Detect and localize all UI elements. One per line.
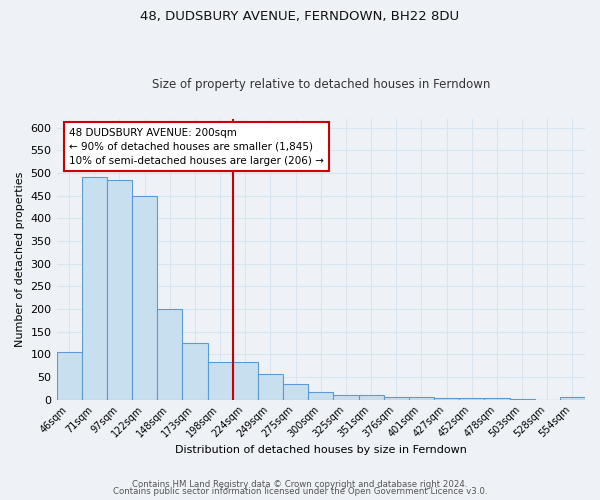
Bar [484,398,509,400]
Bar [459,398,484,400]
Bar [182,343,208,400]
Bar [409,398,434,400]
Bar [258,374,283,400]
X-axis label: Distribution of detached houses by size in Ferndown: Distribution of detached houses by size … [175,445,467,455]
Bar [56,352,82,400]
Bar [82,178,107,400]
Text: Contains HM Land Registry data © Crown copyright and database right 2024.: Contains HM Land Registry data © Crown c… [132,480,468,489]
Bar [334,395,359,400]
Bar [383,398,409,400]
Bar [233,362,258,400]
Bar [359,395,383,400]
Bar [208,362,233,400]
Bar [283,384,308,400]
Bar [308,392,334,400]
Bar [560,398,585,400]
Title: Size of property relative to detached houses in Ferndown: Size of property relative to detached ho… [152,78,490,91]
Bar [107,180,132,400]
Bar [157,309,182,400]
Text: 48, DUDSBURY AVENUE, FERNDOWN, BH22 8DU: 48, DUDSBURY AVENUE, FERNDOWN, BH22 8DU [140,10,460,23]
Text: 48 DUDSBURY AVENUE: 200sqm
← 90% of detached houses are smaller (1,845)
10% of s: 48 DUDSBURY AVENUE: 200sqm ← 90% of deta… [69,128,324,166]
Y-axis label: Number of detached properties: Number of detached properties [15,172,25,347]
Bar [132,196,157,400]
Bar [434,398,459,400]
Text: Contains public sector information licensed under the Open Government Licence v3: Contains public sector information licen… [113,488,487,496]
